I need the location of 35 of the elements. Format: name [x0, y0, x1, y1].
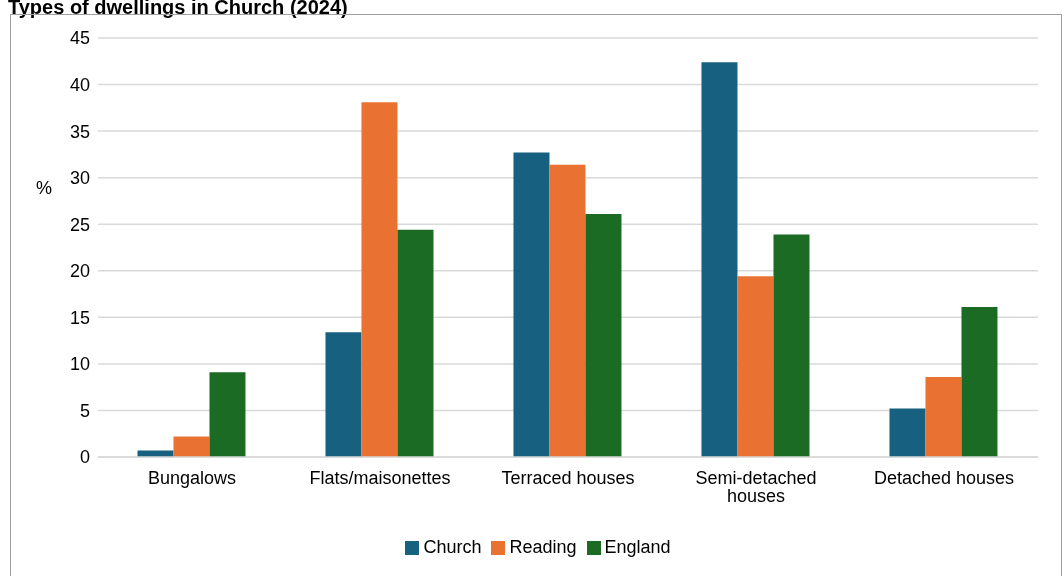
bar	[961, 307, 998, 457]
y-tick-label: 35	[69, 121, 90, 142]
bar	[325, 332, 362, 457]
y-tick-label: 0	[79, 447, 90, 468]
y-tick-label: 30	[69, 168, 90, 189]
y-tick-label: 5	[79, 400, 90, 421]
y-axis-title: %	[36, 178, 53, 199]
y-tick-label: 40	[69, 74, 90, 95]
y-tick-label: 20	[69, 261, 90, 282]
bar	[209, 372, 246, 457]
bar	[737, 276, 774, 457]
bar	[701, 62, 738, 457]
bar	[513, 152, 550, 457]
bar	[549, 164, 586, 457]
bar	[397, 229, 434, 457]
bar	[889, 408, 926, 457]
bar	[361, 102, 398, 457]
bar	[585, 213, 622, 457]
x-tick-label: Terraced houses	[501, 467, 635, 488]
y-tick-label: 25	[69, 214, 90, 235]
legend-label: Church	[423, 537, 482, 557]
x-tick-label: Detached houses	[873, 467, 1015, 488]
legend-label: England	[604, 537, 671, 557]
y-tick-label: 45	[69, 28, 90, 49]
legend-label: Reading	[509, 537, 577, 557]
bar	[773, 234, 810, 457]
y-tick-label: 10	[69, 354, 90, 375]
bar	[173, 436, 210, 457]
x-tick-label: Bungalows	[147, 467, 237, 488]
bar	[925, 376, 962, 457]
x-tick-label: Flats/maisonettes	[309, 467, 451, 488]
chart-title: Types of dwellings in Church (2024)	[8, 0, 348, 19]
bar	[137, 450, 174, 457]
x-tick-label: Semi-detached houses	[695, 467, 817, 506]
y-tick-label: 15	[69, 307, 90, 328]
